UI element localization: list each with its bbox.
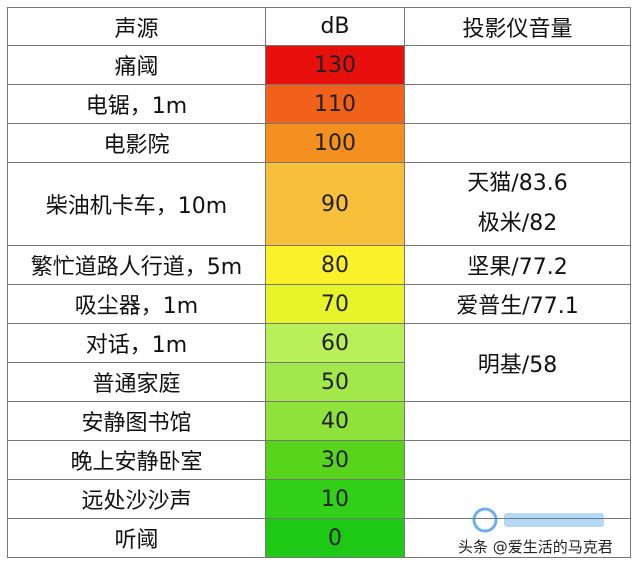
source-cell: 远处沙沙声	[7, 479, 266, 519]
source-cell: 吸尘器，1m	[7, 284, 266, 324]
watermark-logo-icon	[472, 507, 604, 533]
projector-cell-empty	[404, 518, 631, 558]
db-cell: 70	[265, 284, 405, 324]
db-cell: 60	[265, 323, 405, 363]
source-cell: 普通家庭	[7, 362, 266, 402]
source-cell: 安静图书馆	[7, 401, 266, 441]
db-cell: 50	[265, 362, 405, 402]
table-row: 对话，1m 60 明基/58	[7, 323, 631, 402]
projector-cell: 明基/58	[404, 323, 631, 402]
db-cell: 0	[265, 518, 405, 558]
projector-cell-empty	[404, 479, 631, 519]
table-row: 吸尘器，1m 70 爱普生/77.1	[7, 284, 631, 324]
table-row: 电影院 100	[7, 123, 631, 163]
header-projector-volume: 投影仪音量	[404, 7, 631, 46]
noise-level-table: 声源 dB 投影仪音量 痛阈 130 电锯，1m 110 电影院 100 柴油机…	[7, 7, 631, 558]
projector-cell: 爱普生/77.1	[404, 284, 631, 324]
table-row: 听阈 0	[7, 518, 631, 558]
table-row: 繁忙道路人行道，5m 80 坚果/77.2	[7, 245, 631, 285]
projector-value: 极米/82	[477, 211, 558, 236]
table-row: 晚上安静卧室 30	[7, 440, 631, 480]
header-row: 声源 dB 投影仪音量	[7, 7, 631, 46]
db-cell: 10	[265, 479, 405, 519]
header-source: 声源	[7, 7, 266, 46]
watermark-text: 头条 @爱生活的马克君	[458, 538, 613, 556]
db-cell: 100	[265, 123, 405, 163]
source-cell: 痛阈	[7, 45, 266, 85]
db-cell: 110	[265, 84, 405, 124]
projector-cell-empty	[404, 401, 631, 441]
projector-value: 天猫/83.6	[467, 171, 568, 196]
projector-cell-empty	[404, 123, 631, 163]
table-row: 电锯，1m 110	[7, 84, 631, 124]
db-cell: 80	[265, 245, 405, 285]
db-cell: 90	[265, 162, 405, 246]
source-cell: 晚上安静卧室	[7, 440, 266, 480]
source-cell: 电影院	[7, 123, 266, 163]
source-cell: 电锯，1m	[7, 84, 266, 124]
source-cell: 繁忙道路人行道，5m	[7, 245, 266, 285]
table-row: 安静图书馆 40	[7, 401, 631, 441]
source-cell: 对话，1m	[7, 323, 266, 363]
header-db: dB	[265, 7, 405, 46]
table-row: 远处沙沙声 10	[7, 479, 631, 519]
source-cell: 柴油机卡车，10m	[7, 162, 266, 246]
projector-cell-empty	[404, 45, 631, 85]
table-row: 痛阈 130	[7, 45, 631, 85]
db-cell: 130	[265, 45, 405, 85]
projector-cell: 天猫/83.6 极米/82	[404, 162, 631, 246]
db-cell: 40	[265, 401, 405, 441]
db-cell: 30	[265, 440, 405, 480]
projector-cell-empty	[404, 84, 631, 124]
projector-cell: 坚果/77.2	[404, 245, 631, 285]
projector-cell-empty	[404, 440, 631, 480]
source-cell: 听阈	[7, 518, 266, 558]
table-row: 柴油机卡车，10m 90 天猫/83.6 极米/82	[7, 162, 631, 246]
